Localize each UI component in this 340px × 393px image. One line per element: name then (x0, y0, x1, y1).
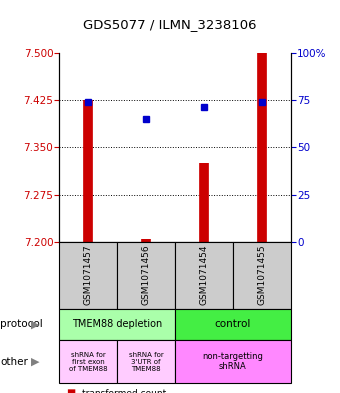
Text: ▶: ▶ (31, 356, 40, 367)
Text: other: other (0, 356, 28, 367)
Text: shRNA for
3'UTR of
TMEM88: shRNA for 3'UTR of TMEM88 (129, 352, 164, 371)
Text: GSM1071456: GSM1071456 (142, 245, 151, 305)
Text: GSM1071457: GSM1071457 (84, 245, 93, 305)
Text: transformed count: transformed count (82, 389, 166, 393)
Text: shRNA for
first exon
of TMEM88: shRNA for first exon of TMEM88 (69, 352, 108, 371)
Text: GDS5077 / ILMN_3238106: GDS5077 / ILMN_3238106 (83, 18, 257, 31)
Text: GSM1071455: GSM1071455 (257, 245, 266, 305)
Text: protocol: protocol (0, 319, 43, 329)
Text: TMEM88 depletion: TMEM88 depletion (72, 319, 163, 329)
Text: control: control (215, 319, 251, 329)
Text: ■: ■ (66, 388, 75, 393)
Text: non-targetting
shRNA: non-targetting shRNA (202, 352, 264, 371)
Text: ▶: ▶ (31, 319, 40, 329)
Text: GSM1071454: GSM1071454 (200, 245, 208, 305)
